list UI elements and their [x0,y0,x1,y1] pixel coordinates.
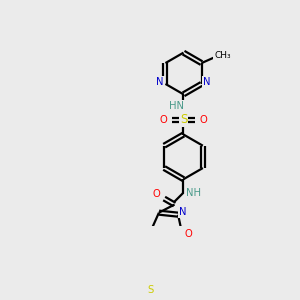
Text: O: O [160,115,167,124]
Text: N: N [157,77,164,87]
Text: N: N [179,207,186,217]
Text: HN: HN [169,101,184,111]
Text: N: N [203,77,211,87]
Text: CH₃: CH₃ [214,51,231,60]
Text: O: O [185,229,193,238]
Text: S: S [147,285,154,295]
Text: S: S [180,113,187,126]
Text: NH: NH [186,188,201,198]
Text: O: O [153,189,160,199]
Text: O: O [200,115,208,124]
